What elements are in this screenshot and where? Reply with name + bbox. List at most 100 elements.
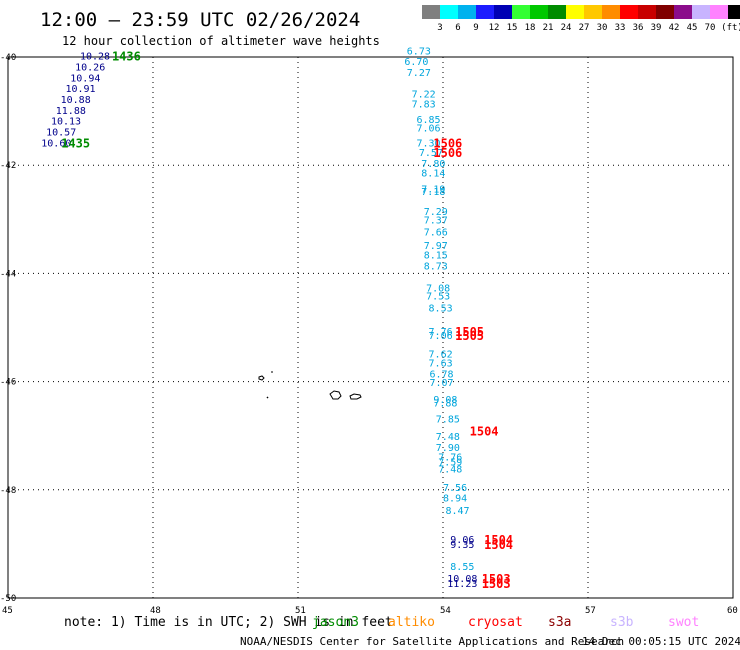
colorbar-swatch: [422, 5, 440, 19]
wave-height-value: 7.76: [438, 453, 462, 464]
wave-height-value: 7.83: [412, 99, 436, 110]
colorbar-swatch: [710, 5, 728, 19]
wave-height-value: 7.62: [429, 349, 453, 360]
x-tick-label: 45: [2, 606, 13, 616]
colorbar-label: 18: [525, 23, 536, 33]
wave-height-value: 10.60: [41, 138, 71, 149]
wave-height-value: 6.73: [407, 46, 431, 57]
legend-jason3: jason3: [312, 615, 359, 630]
colorbar-swatch: [584, 5, 602, 19]
wave-height-value: 8.73: [424, 262, 448, 273]
island-outline: [329, 390, 342, 400]
wave-height-value: 7.06: [416, 124, 440, 135]
y-tick-label: -40: [0, 53, 16, 63]
wave-height-value: 11.88: [56, 106, 86, 117]
colorbar-label: 24: [561, 23, 572, 33]
colorbar-label: 45: [687, 23, 698, 33]
wave-height-value: 7.22: [412, 90, 436, 101]
island-outline: [258, 375, 265, 381]
x-tick-label: 51: [295, 606, 306, 616]
footer-generated: 14 Dec 00:05:15 UTC 2024: [582, 635, 740, 648]
map-subtitle: 12 hour collection of altimeter wave hei…: [62, 34, 380, 48]
wave-height-value: 7.63: [429, 358, 453, 369]
wave-height-value: 10.91: [65, 84, 95, 95]
y-tick-label: -44: [0, 269, 16, 279]
pass-time-label: 1504: [484, 533, 513, 547]
pass-time-label: 1435: [61, 136, 90, 150]
pass-time-label: 1506: [433, 136, 462, 150]
colorbar-swatch: [566, 5, 584, 19]
y-tick-label: -46: [0, 378, 16, 388]
map-title: 12:00 — 23:59 UTC 02/26/2024: [40, 9, 360, 31]
x-tick-label: 60: [727, 606, 738, 616]
wave-height-value: 11.23: [447, 579, 477, 590]
satellite-legend: jason3 altiko cryosat s3a s3b swot: [312, 615, 699, 630]
wave-height-value: 8.14: [421, 169, 445, 180]
pass-time-label: 1506: [433, 146, 462, 160]
wave-height-value: 9.06: [450, 535, 474, 546]
wave-height-value: 8.94: [443, 494, 467, 505]
wave-height-value: 8.55: [450, 562, 474, 573]
footer-note: note: 1) Time is in UTC; 2) SWH is in fe…: [64, 615, 393, 630]
colorbar-swatch: [512, 5, 530, 19]
wave-height-observations: 10.2810.2610.9410.9110.8811.8810.1310.57…: [41, 46, 477, 590]
colorbar-label: 42: [669, 23, 680, 33]
wave-height-value: 10.94: [70, 73, 100, 84]
wave-height-value: 10.28: [80, 52, 110, 63]
wave-height-value: 7.06: [429, 331, 453, 342]
wave-height-value: 10.13: [51, 117, 81, 128]
wave-height-value: 7.18: [421, 187, 445, 198]
colorbar-label: (ft): [721, 23, 740, 33]
colorbar-swatch: [620, 5, 638, 19]
wave-height-value: 10.26: [75, 63, 105, 74]
legend-s3b: s3b: [610, 615, 634, 630]
plot-frame: [7, 56, 734, 599]
pass-time-label: 1504: [470, 425, 499, 439]
colorbar-label: 3: [437, 23, 442, 33]
wave-height-value: 7.48: [436, 432, 460, 443]
islet-outline: [266, 396, 269, 399]
lat-lon-grid: [7, 56, 734, 599]
colorbar-swatch: [728, 5, 740, 19]
colorbar-swatch: [548, 5, 566, 19]
pass-time-label: 1503: [482, 577, 511, 591]
pass-time-label: 1436: [112, 50, 141, 64]
colorbar-swatch: [692, 5, 710, 19]
pass-time-label: 1505: [455, 325, 484, 339]
wave-height-value: 7.97: [424, 241, 448, 252]
wave-height-value: 7.85: [436, 415, 460, 426]
y-tick-label: -50: [0, 594, 16, 604]
wave-height-value: 7.29: [424, 207, 448, 218]
colorbar-label: 21: [543, 23, 554, 33]
colorbar-swatch: [458, 5, 476, 19]
colorbar-label: 70: [705, 23, 716, 33]
wave-height-value: 6.70: [404, 57, 428, 68]
wave-height-value: 7.07: [430, 378, 454, 389]
colorbar-label: 12: [489, 23, 500, 33]
y-tick-label: -42: [0, 161, 16, 171]
wave-height-value: 7.88: [433, 398, 457, 409]
colorbar-label: 27: [579, 23, 590, 33]
wave-height-value: 10.88: [61, 95, 91, 106]
wave-height-value: 7.19: [421, 184, 445, 195]
colorbar-swatch: [638, 5, 656, 19]
wave-height-value: 7.48: [438, 464, 462, 475]
wave-height-value: 8.47: [445, 506, 469, 517]
colorbar-swatch: [494, 5, 512, 19]
island-outline: [349, 393, 362, 400]
wave-height-value: 7.76: [429, 327, 453, 338]
plot-area: 10.2810.2610.9410.9110.8811.8810.1310.57…: [7, 46, 734, 599]
wave-height-value: 6.85: [416, 115, 440, 126]
x-tick-label: 57: [585, 606, 596, 616]
wave-height-value: 7.90: [436, 443, 460, 454]
latitude-tick-labels: -40 -42 -44 -46 -48 -50: [0, 53, 16, 604]
footer-credit: NOAA/NESDIS Center for Satellite Applica…: [240, 635, 624, 648]
pass-time-label: 1504: [484, 538, 513, 552]
pass-time-label: 1505: [455, 329, 484, 343]
wave-height-value: 7.27: [407, 68, 431, 79]
y-tick-label: -48: [0, 486, 16, 496]
wave-height-value: 7.80: [421, 159, 445, 170]
wave-height-value: 7.66: [424, 228, 448, 239]
